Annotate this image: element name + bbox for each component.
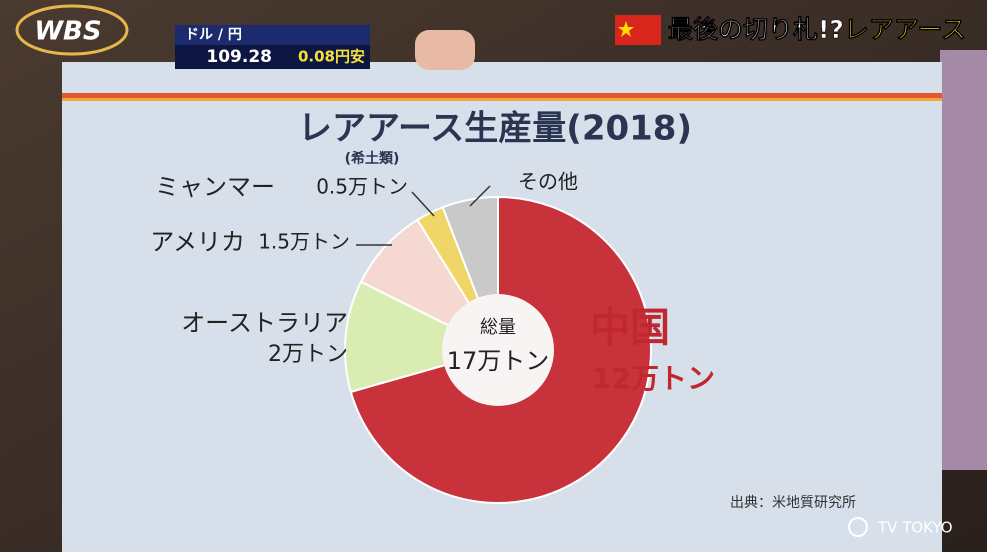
logo-ring xyxy=(15,4,129,56)
copyright: TV TOKYO xyxy=(877,519,953,537)
topic-highlight: レアアース xyxy=(844,15,966,44)
flag-star xyxy=(618,21,634,37)
center-label: 総量 xyxy=(480,317,516,338)
presenter-sleeve xyxy=(940,50,987,470)
fx-rate: 109.28 xyxy=(206,47,272,67)
board-stripe-2 xyxy=(62,98,942,101)
slice-name: アメリカ xyxy=(150,228,245,256)
fx-label: ドル / 円 xyxy=(185,27,242,43)
source: 出典：米地質研究所 xyxy=(730,495,856,511)
leader-line xyxy=(469,185,491,207)
pie: 総量 17万トン 中国 12万トン オーストラリア 2万トン アメリカ 1.5万トン ミャンマー… xyxy=(150,170,715,504)
fx-header xyxy=(175,25,370,45)
fx-body xyxy=(175,45,370,69)
topic-prefix-text: 最後の切り札!? xyxy=(668,15,844,44)
slice-name: 中国 xyxy=(590,305,670,351)
leader-line xyxy=(411,191,435,217)
pie-center xyxy=(442,294,554,406)
slice-value-label: 0.5万トン xyxy=(316,175,408,199)
slice-value-label: 2万トン xyxy=(268,342,348,367)
board-stripe xyxy=(62,93,942,98)
pie-slice xyxy=(344,280,501,394)
slice-name: その他 xyxy=(518,170,578,194)
center-total: 17万トン xyxy=(447,347,550,375)
logo: WBS xyxy=(34,17,101,47)
hand xyxy=(415,30,475,70)
fx-change: 0.08円安 xyxy=(298,48,365,66)
topic-prefix: 最後の切り札!?レアアース xyxy=(668,15,966,44)
chart-title: レアアース生産量(2018) xyxy=(298,109,692,149)
slice-value-label: 1.5万トン xyxy=(258,230,350,254)
copyright-mark xyxy=(848,517,868,537)
slice-name: オーストラリア xyxy=(181,309,348,337)
slice-value-label: 12万トン xyxy=(592,362,715,395)
chart-subtitle: (希土類) xyxy=(345,150,400,167)
slice-name: ミャンマー xyxy=(155,173,275,201)
